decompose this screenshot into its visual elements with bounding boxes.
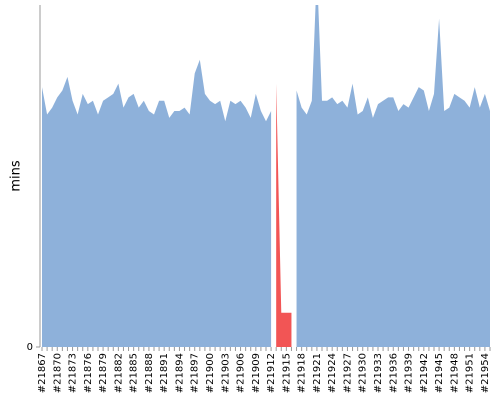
x-tick-label: #21921 xyxy=(312,353,323,393)
x-tick-label: #21867 xyxy=(37,353,48,393)
x-tick-label: #21906 xyxy=(236,353,247,393)
x-tick-label: #21891 xyxy=(159,353,170,393)
x-tick-label: #21900 xyxy=(205,353,216,393)
x-tick-label: #21894 xyxy=(174,353,185,393)
x-tick-label: #21915 xyxy=(281,353,292,393)
x-tick-label: #21870 xyxy=(52,353,63,393)
x-tick-label: #21903 xyxy=(220,353,231,393)
x-tick-label: #21897 xyxy=(190,353,201,393)
x-tick-label: #21876 xyxy=(83,353,94,393)
x-tick-label: #21942 xyxy=(419,353,430,393)
x-tick-label: #21885 xyxy=(129,353,140,393)
x-tick-label: #21879 xyxy=(98,353,109,393)
y-tick-label: 0 xyxy=(27,342,33,353)
x-tick-label: #21945 xyxy=(434,353,445,393)
x-tick-label: #21948 xyxy=(449,353,460,393)
area xyxy=(276,83,292,347)
x-tick-label: #21918 xyxy=(297,353,308,393)
x-tick-label: #21924 xyxy=(327,353,338,393)
x-tick-label: #21873 xyxy=(68,353,79,393)
x-tick-label: #21909 xyxy=(251,353,262,393)
x-tick-label: #21912 xyxy=(266,353,277,393)
x-tick-label: #21882 xyxy=(113,353,124,393)
area xyxy=(42,5,490,347)
x-tick-label: #21888 xyxy=(144,353,155,393)
y-axis-label: mins xyxy=(9,160,24,192)
x-tick-label: #21939 xyxy=(404,353,415,393)
x-tick-label: #21930 xyxy=(358,353,369,393)
x-tick-label: #21936 xyxy=(388,353,399,393)
x-tick-label: #21927 xyxy=(342,353,353,393)
x-tick-label: #21954 xyxy=(480,353,491,393)
x-tick-label: #21933 xyxy=(373,353,384,393)
x-tick-label: #21951 xyxy=(465,353,476,393)
